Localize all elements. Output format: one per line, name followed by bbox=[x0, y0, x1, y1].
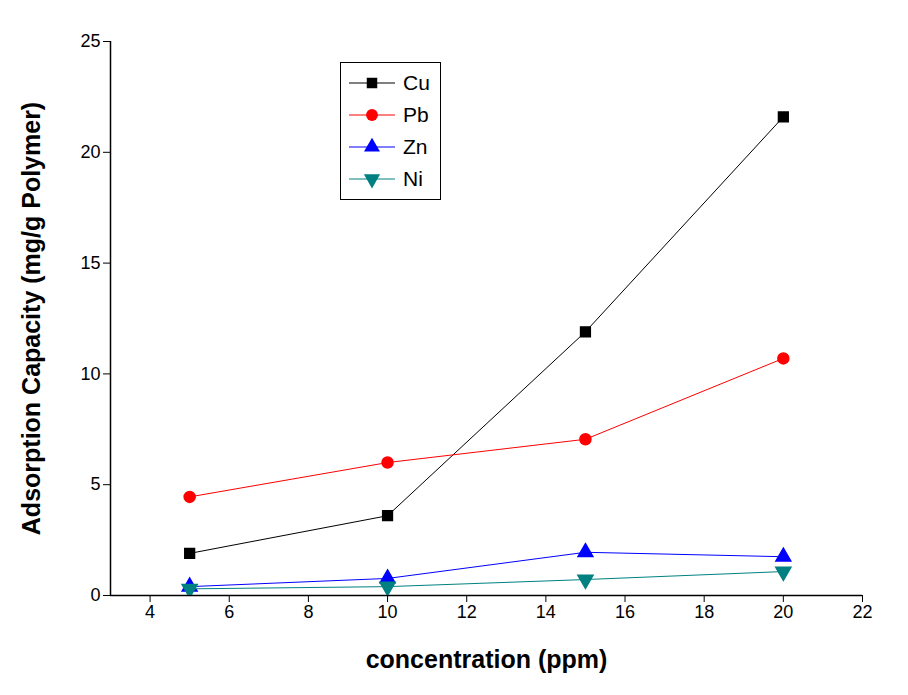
svg-text:Adsorption Capacity (mg/g Poly: Adsorption Capacity (mg/g Polymer) bbox=[17, 102, 45, 535]
svg-text:18: 18 bbox=[694, 602, 714, 622]
svg-text:15: 15 bbox=[80, 253, 100, 273]
html-text:Zn: Zn bbox=[403, 135, 428, 158]
html-text:Cu: Cu bbox=[403, 71, 430, 94]
svg-text:10: 10 bbox=[80, 364, 100, 384]
svg-text:0: 0 bbox=[90, 585, 100, 605]
svg-text:22: 22 bbox=[852, 602, 872, 622]
svg-text:concentration (ppm): concentration (ppm) bbox=[366, 645, 608, 673]
html-text:Ni: Ni bbox=[403, 167, 423, 190]
svg-text:10: 10 bbox=[378, 602, 398, 622]
svg-text:14: 14 bbox=[536, 602, 556, 622]
html-text:Pb: Pb bbox=[403, 103, 429, 126]
svg-text:8: 8 bbox=[303, 602, 313, 622]
svg-text:25: 25 bbox=[80, 31, 100, 51]
svg-text:12: 12 bbox=[457, 602, 477, 622]
svg-text:6: 6 bbox=[224, 602, 234, 622]
svg-text:4: 4 bbox=[145, 602, 155, 622]
svg-text:20: 20 bbox=[773, 602, 793, 622]
svg-text:5: 5 bbox=[90, 474, 100, 494]
svg-text:16: 16 bbox=[615, 602, 635, 622]
svg-text:20: 20 bbox=[80, 142, 100, 162]
